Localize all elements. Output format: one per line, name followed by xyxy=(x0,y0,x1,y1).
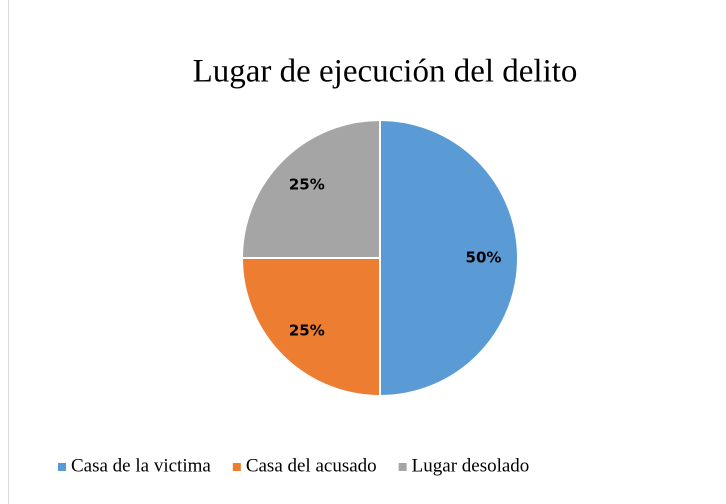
chart-title: Lugar de ejecución del delito xyxy=(193,54,578,90)
data-label: 50% xyxy=(466,249,502,267)
pie-slice xyxy=(379,118,519,398)
legend-swatch xyxy=(58,463,66,471)
legend-swatch xyxy=(398,463,407,471)
data-label: 25% xyxy=(289,175,325,193)
data-label: 25% xyxy=(289,322,325,340)
pie-slice xyxy=(240,118,381,259)
pie-slice xyxy=(240,257,381,398)
legend-label: Casa de la victima xyxy=(71,455,211,476)
legend-label: Lugar desolado xyxy=(412,455,530,476)
legend-label: Casa del acusado xyxy=(246,455,377,476)
legend-swatch xyxy=(232,463,241,471)
